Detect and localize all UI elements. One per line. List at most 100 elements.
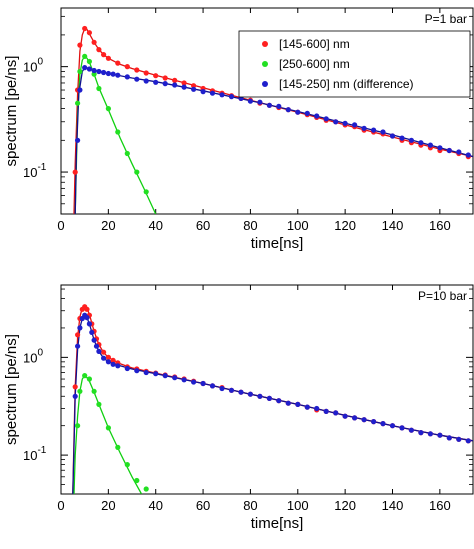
data-point-green <box>86 58 92 65</box>
data-point-blue <box>209 383 216 389</box>
data-point-blue <box>295 401 301 407</box>
data-point-red <box>82 25 88 32</box>
x-tick-label: 100 <box>287 498 309 513</box>
data-point-blue <box>342 413 348 419</box>
data-point-blue <box>200 89 206 95</box>
data-point-blue <box>380 129 386 135</box>
data-point-blue <box>446 435 452 441</box>
data-point-blue <box>181 84 187 90</box>
data-point-green <box>96 85 102 92</box>
data-point-blue <box>89 329 95 335</box>
data-point-blue <box>143 369 149 376</box>
data-point-blue <box>93 343 100 349</box>
data-point-blue <box>134 76 140 82</box>
data-point-blue <box>115 363 121 369</box>
data-point-green <box>91 388 97 394</box>
data-point-blue <box>124 74 130 80</box>
data-point-red <box>72 384 78 390</box>
data-point-red <box>91 39 97 45</box>
data-point-red <box>101 349 107 355</box>
x-axis-label: time[ns] <box>251 235 304 252</box>
data-point-blue <box>389 133 396 139</box>
data-point-red <box>101 52 107 58</box>
data-point-blue <box>427 431 433 437</box>
data-point-blue <box>228 387 235 393</box>
y-tick-label: 100 <box>23 347 43 365</box>
data-point-blue <box>465 438 471 444</box>
data-point-blue <box>101 69 107 76</box>
x-tick-label: 20 <box>101 498 115 513</box>
y-tick-exponent: -1 <box>37 445 46 456</box>
data-point-blue <box>153 79 159 85</box>
data-point-blue <box>257 393 263 399</box>
plot-frame <box>60 7 474 215</box>
y-tick-label: 100 <box>23 57 43 75</box>
legend-marker-green <box>262 61 268 67</box>
x-tick-label: 0 <box>57 498 64 513</box>
data-point-blue <box>143 78 149 84</box>
pressure-annotation: P=1 bar <box>425 12 467 26</box>
data-point-blue <box>437 145 443 151</box>
data-point-blue <box>304 404 310 410</box>
data-point-red <box>96 47 102 53</box>
data-point-blue <box>219 92 225 98</box>
data-point-green <box>82 53 88 60</box>
data-point-blue <box>371 419 377 425</box>
data-point-blue <box>456 149 462 155</box>
data-point-green <box>105 106 111 112</box>
data-point-red <box>84 306 90 312</box>
x-tick-label: 60 <box>196 498 210 513</box>
legend-marker-red <box>262 41 268 47</box>
y-tick-exponent: -1 <box>37 162 46 173</box>
legend-box <box>238 30 471 98</box>
data-point-blue <box>77 87 83 93</box>
data-point-blue <box>266 102 272 108</box>
data-point-blue <box>456 436 462 442</box>
chart-panel-bottom: 0 20 40 60 80 100 120 140 160 10-1 100 P=10 bar ti… <box>3 284 474 532</box>
data-point-blue <box>333 410 339 416</box>
data-point-blue <box>323 116 329 122</box>
data-point-blue <box>75 343 81 349</box>
data-point-blue <box>465 152 471 158</box>
data-point-red <box>172 77 178 83</box>
y-tick-exponent: 0 <box>37 347 43 358</box>
data-point-blue <box>361 125 367 131</box>
data-point-blue <box>110 71 116 77</box>
data-point-green <box>77 68 83 75</box>
x-tick-label: 160 <box>429 498 451 513</box>
data-point-blue <box>91 337 97 343</box>
data-point-red <box>86 30 92 36</box>
data-point-blue <box>200 380 206 387</box>
data-point-red <box>72 169 78 175</box>
fit-curve-blue_fit <box>74 66 473 214</box>
data-point-blue <box>295 109 301 115</box>
x-tick-label: 40 <box>148 218 162 233</box>
x-tick-label: 100 <box>287 218 309 233</box>
data-point-green <box>96 401 102 407</box>
x-tick-label: 160 <box>429 218 451 233</box>
data-point-red <box>115 60 121 66</box>
plot-area <box>72 25 473 214</box>
data-point-blue <box>371 127 377 133</box>
data-point-green <box>143 486 149 492</box>
data-point-green <box>124 462 130 468</box>
data-point-blue <box>352 122 358 128</box>
data-point-green <box>134 169 140 175</box>
data-point-blue <box>266 395 272 401</box>
data-point-blue <box>437 432 443 438</box>
data-point-blue <box>191 86 197 92</box>
data-point-green <box>115 444 121 450</box>
x-tick-label: 60 <box>196 218 210 233</box>
data-point-blue <box>77 325 83 331</box>
data-point-blue <box>72 393 78 399</box>
y-axis-label: spectrum [pe/ns] <box>3 334 20 445</box>
data-point-red <box>191 83 197 89</box>
x-tick-label: 120 <box>334 218 356 233</box>
data-point-green <box>75 100 81 106</box>
data-point-blue <box>408 427 414 433</box>
data-point-blue <box>276 103 282 109</box>
data-point-blue <box>408 137 414 143</box>
x-tick-label: 140 <box>382 498 404 513</box>
data-point-green <box>91 71 97 77</box>
